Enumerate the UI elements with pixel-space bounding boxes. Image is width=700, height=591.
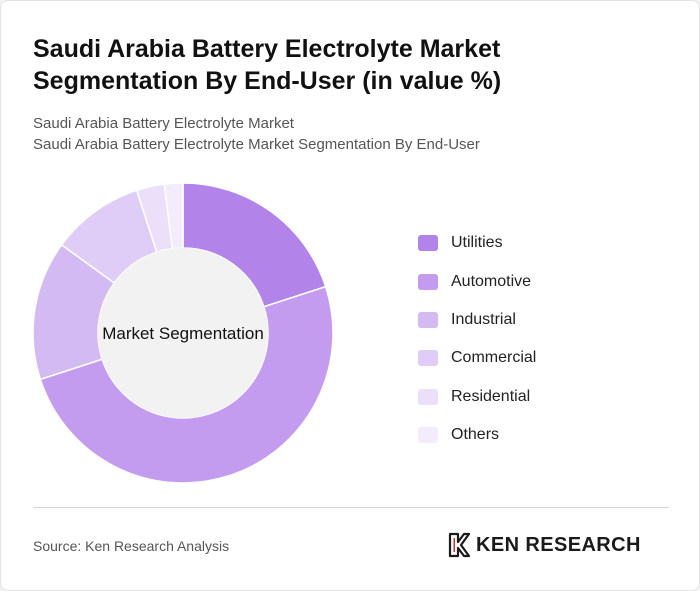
chart-title: Saudi Arabia Battery Electrolyte Market … [33, 35, 502, 95]
legend-item-commercial: Commercial [418, 339, 536, 377]
legend-label: Automotive [451, 272, 532, 290]
legend-swatch [418, 311, 438, 328]
legend-label: Industrial [451, 310, 516, 328]
legend-swatch [418, 235, 438, 252]
ken-research-logo: KEN RESEARCH [448, 531, 641, 559]
legend-label: Others [451, 426, 500, 444]
legend-label: Utilities [451, 234, 503, 252]
ken-research-logo-text: KEN RESEARCH [476, 533, 641, 556]
chart-legend: Utilities Automotive Industrial Commercial R… [418, 224, 536, 454]
legend-item-residential: Residential [418, 378, 536, 416]
donut-center [98, 248, 268, 418]
chart-subtitle-market: Saudi Arabia Battery Electrolyte Market [33, 115, 294, 132]
legend-swatch [418, 427, 438, 444]
legend-swatch [418, 350, 438, 367]
legend-swatch [418, 388, 438, 405]
ken-research-logo-mark [448, 532, 470, 558]
donut-chart: Market Segmentation [32, 182, 334, 484]
legend-label: Commercial [451, 349, 537, 367]
source-note: Source: Ken Research Analysis [33, 538, 230, 554]
legend-item-utilities: Utilities [418, 224, 536, 262]
donut-center-label: Market Segmentation [102, 324, 264, 343]
legend-item-automotive: Automotive [418, 262, 536, 300]
legend-label: Residential [451, 387, 531, 405]
legend-swatch [418, 273, 438, 290]
legend-item-industrial: Industrial [418, 301, 536, 339]
legend-item-others: Others [418, 416, 536, 454]
chart-subtitle-segmentation: Saudi Arabia Battery Electrolyte Market … [33, 136, 480, 153]
footer-divider [33, 507, 669, 508]
